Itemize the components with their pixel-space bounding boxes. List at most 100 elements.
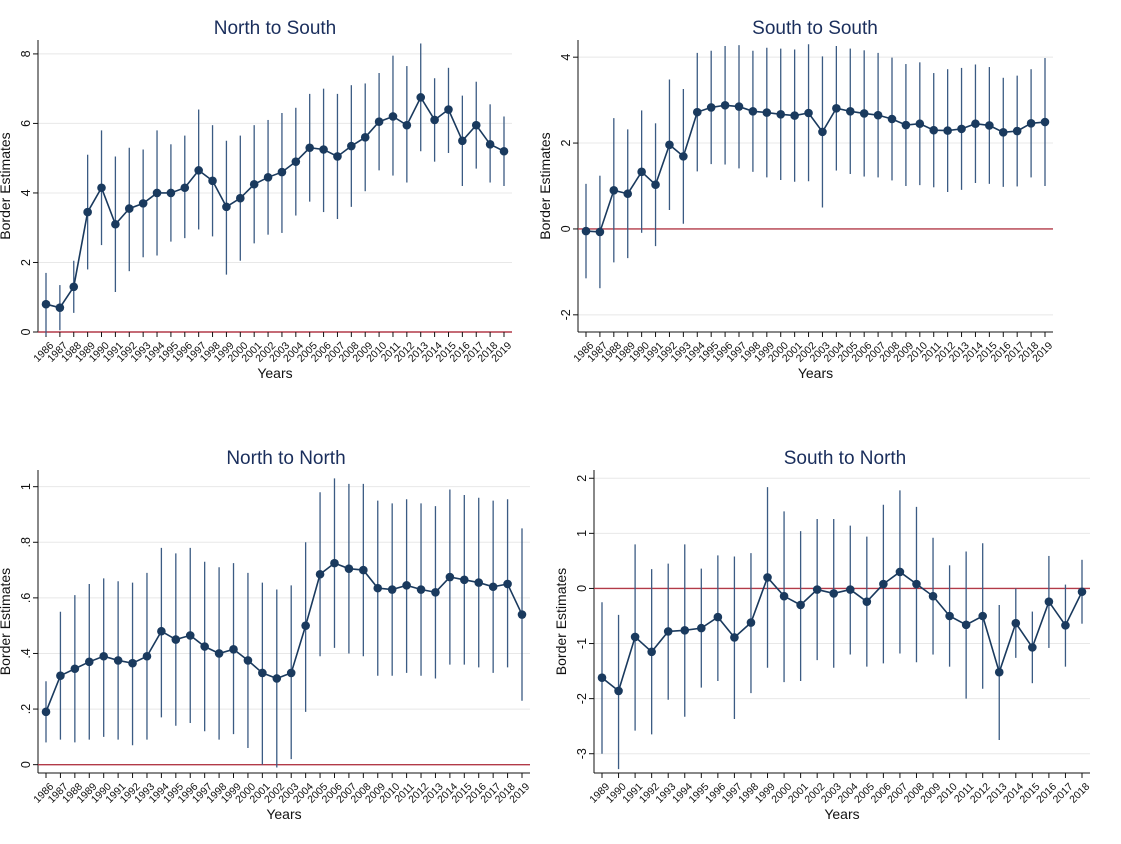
data-point	[746, 618, 756, 627]
data-point	[1026, 119, 1036, 128]
y-tick-label: 2	[575, 475, 589, 482]
data-point	[1044, 597, 1054, 606]
data-point	[97, 183, 106, 193]
data-point	[1077, 587, 1087, 597]
data-point	[630, 632, 640, 642]
data-point	[713, 612, 723, 622]
data-point	[474, 578, 484, 587]
data-point	[862, 597, 872, 606]
data-point	[971, 119, 980, 129]
y-tick-label: .4	[19, 648, 33, 658]
data-point	[344, 564, 354, 573]
data-point	[692, 107, 702, 117]
data-point	[305, 143, 314, 153]
y-tick-label: .6	[19, 593, 33, 603]
data-point	[214, 649, 224, 658]
data-point	[157, 626, 166, 636]
data-point	[347, 141, 356, 151]
y-tick-label: .8	[19, 537, 33, 547]
data-point	[416, 93, 426, 102]
chart-svg: South to South-2024198619871988198919901…	[537, 18, 1055, 381]
data-point	[665, 140, 674, 150]
x-axis-label: Years	[798, 365, 833, 381]
data-point	[895, 567, 905, 577]
data-point	[734, 102, 744, 111]
data-point	[194, 166, 203, 175]
chart-title: South to South	[752, 18, 878, 39]
data-point	[943, 126, 952, 135]
y-tick-label: -1	[575, 638, 589, 649]
data-point	[912, 579, 921, 589]
x-axis-label: Years	[824, 806, 859, 822]
y-tick-label: .2	[19, 704, 33, 714]
data-point	[503, 579, 512, 589]
chart-panel-south-to-south: South to South -2 0 2 4 1986 1987 1988 1989 1990 1…	[537, 0, 1121, 400]
y-axis-label: Border Estimates	[553, 568, 569, 675]
data-point	[152, 188, 162, 198]
data-point	[859, 109, 869, 118]
data-point	[978, 611, 987, 621]
y-tick-label: 0	[575, 585, 589, 592]
data-point	[445, 572, 455, 582]
data-point	[945, 611, 954, 621]
data-point	[845, 106, 855, 116]
data-point	[488, 582, 498, 592]
chart-panel-north-to-north: North to North 0.2.4.6.8 1 1986 1987 1988 1989…	[0, 420, 560, 844]
data-point	[804, 108, 813, 118]
data-point	[1012, 126, 1022, 136]
data-point	[485, 139, 495, 149]
data-point	[185, 631, 195, 640]
data-point	[333, 152, 342, 161]
data-point	[499, 146, 509, 156]
data-point	[373, 583, 383, 593]
data-point	[128, 658, 137, 668]
data-point	[581, 226, 591, 236]
data-point	[263, 173, 273, 182]
data-point	[790, 111, 799, 120]
data-point	[796, 600, 805, 610]
data-point	[776, 109, 786, 119]
data-point	[319, 145, 328, 154]
y-axis-label: Border Estimates	[537, 132, 553, 239]
data-point	[84, 657, 94, 667]
series-line	[45, 562, 523, 713]
y-tick-label: -3	[575, 748, 589, 759]
data-point	[961, 620, 971, 630]
y-tick-label: 0	[559, 225, 573, 232]
data-point	[663, 627, 673, 636]
data-point	[1061, 621, 1070, 630]
data-point	[812, 585, 822, 594]
data-point	[222, 202, 231, 212]
y-tick-label: 8	[19, 50, 33, 57]
data-point	[243, 656, 253, 665]
data-point	[301, 621, 310, 630]
chart-svg: North to North0.2.4.6.811986198719881989…	[0, 448, 532, 822]
data-point	[286, 668, 296, 678]
data-point	[41, 299, 51, 309]
data-point	[388, 112, 398, 121]
y-tick-label: -2	[559, 309, 573, 320]
data-point	[200, 642, 209, 651]
data-point	[873, 110, 883, 120]
data-point	[83, 207, 92, 217]
series-line	[601, 570, 1083, 693]
data-point	[637, 167, 646, 177]
data-point	[402, 120, 412, 130]
data-point	[679, 152, 688, 161]
data-point	[166, 188, 176, 198]
data-point	[994, 667, 1004, 677]
data-point	[763, 573, 772, 582]
data-point	[291, 157, 301, 166]
data-point	[208, 176, 217, 186]
data-point	[928, 591, 938, 601]
data-point	[887, 114, 897, 124]
data-point	[818, 127, 827, 137]
data-point	[998, 128, 1008, 137]
data-point	[517, 610, 527, 619]
chart-panel-south-to-north: South to North -3 -2 -1 0 1 2 1989 1990 1991 1992 1…	[553, 420, 1121, 844]
data-point	[374, 117, 384, 126]
data-point	[180, 183, 190, 193]
chart-svg: North to South02468198619871988198919901…	[0, 18, 514, 381]
series-line	[45, 95, 505, 309]
y-tick-label: 1	[19, 483, 33, 490]
